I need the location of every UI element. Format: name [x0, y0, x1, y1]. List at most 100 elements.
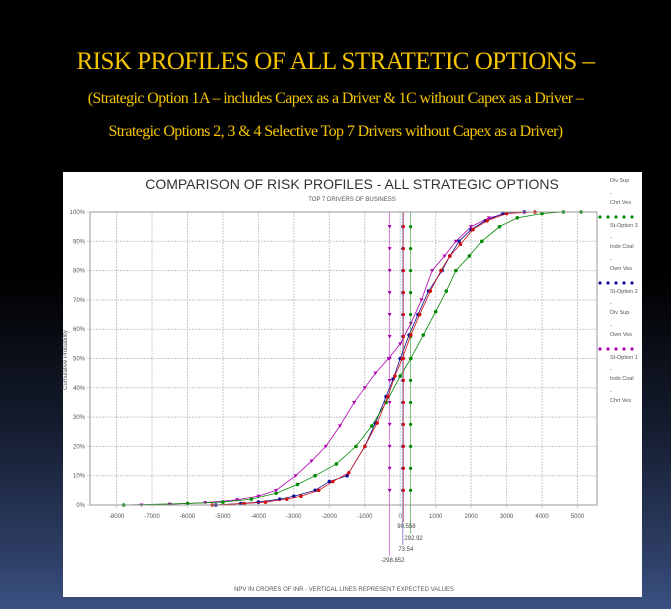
legend-label: - — [610, 191, 612, 197]
x-tick-label: -1000 — [357, 514, 373, 520]
data-point — [515, 216, 520, 220]
expected-line-marker — [387, 378, 392, 383]
slide-subtitle-line1: (Strategic Option 1A – includes Capex as… — [87, 90, 584, 107]
data-point — [393, 374, 397, 378]
data-point — [354, 444, 358, 449]
legend-marker — [606, 215, 610, 219]
data-point — [334, 462, 339, 466]
legend-entry: - — [610, 323, 612, 329]
x-tick-label: 1000 — [429, 514, 443, 520]
expected-line-marker — [401, 334, 406, 339]
data-point — [471, 227, 475, 232]
data-point — [167, 502, 172, 507]
data-point — [345, 473, 349, 478]
data-point — [221, 500, 225, 504]
data-point — [430, 269, 435, 273]
legend-label: Chrt Ves — [610, 200, 631, 206]
legend-label: Own Ves — [610, 266, 632, 272]
x-tick-label: 3000 — [500, 514, 514, 520]
expected-line-marker — [409, 488, 413, 492]
data-point — [428, 289, 433, 293]
legend-entry: Own Ves — [610, 332, 632, 338]
expected-line-marker — [409, 400, 413, 405]
expected-line-marker — [387, 400, 392, 405]
legend-entry: St-Option 1 — [598, 347, 638, 361]
expected-line-marker — [409, 378, 413, 383]
y-tick-label: 100% — [70, 210, 86, 216]
slide-title: RISK PROFILES OF ALL STRATETIC OPTIONS – — [76, 48, 595, 75]
expected-line-marker — [409, 444, 413, 448]
data-point — [274, 488, 279, 493]
x-tick-label: -2000 — [322, 514, 338, 520]
legend-label: St-Option 2 — [610, 289, 638, 295]
expected-line-marker — [409, 466, 413, 470]
expected-line-marker — [401, 290, 406, 295]
expected-line-marker — [401, 247, 406, 251]
data-point — [249, 497, 254, 501]
expected-line-marker — [387, 357, 392, 361]
legend-label: Div Sup — [610, 310, 629, 316]
legend-label: - — [610, 235, 612, 241]
y-axis-label: Cumulative Probability — [63, 330, 69, 390]
expected-line-marker — [401, 400, 406, 405]
data-point — [373, 371, 378, 376]
x-tick-label: -6000 — [180, 514, 196, 520]
data-point — [398, 342, 403, 346]
legend-entry: - — [610, 257, 612, 263]
x-tick-label: 5000 — [571, 514, 585, 520]
legend-marker — [614, 347, 618, 351]
data-point — [485, 218, 489, 223]
chart-panel — [63, 172, 642, 597]
legend-label: Indo Coal — [610, 244, 634, 250]
data-point — [467, 254, 472, 258]
data-point — [235, 498, 240, 502]
legend-label: Own Ves — [610, 332, 632, 338]
expected-line-marker — [401, 378, 406, 383]
expected-line-marker — [401, 444, 406, 448]
data-point — [347, 470, 351, 475]
legend-entry: Chrt Ves — [610, 398, 631, 404]
series-line — [123, 211, 582, 506]
data-point — [497, 224, 502, 229]
data-point — [337, 424, 342, 428]
data-point — [409, 333, 413, 337]
expected-line-marker — [401, 466, 406, 470]
legend-entry: St-Option 3 — [598, 215, 638, 229]
data-point — [316, 488, 321, 493]
series-line — [141, 211, 525, 506]
legend-label: - — [610, 301, 612, 307]
x-axis-label: NPV IN CRORES OF INR - VERTICAL LINES RE… — [234, 587, 454, 593]
legend-label: St-Option 1 — [610, 355, 638, 361]
y-tick-label: 50% — [73, 357, 86, 363]
legend-entry: Chrt Ves — [610, 200, 631, 206]
slide-subtitle-line2: Strategic Options 2, 3 & 4 Selective Top… — [108, 123, 563, 140]
expected-line-marker — [409, 356, 413, 361]
data-point — [274, 491, 278, 496]
legend-entry: St-Option 2 — [598, 281, 638, 295]
expected-line-marker — [387, 422, 392, 427]
expected-line-marker — [401, 269, 406, 273]
y-tick-label: 0% — [76, 503, 85, 509]
expected-line-marker — [387, 444, 392, 449]
legend-entry: - — [610, 191, 612, 197]
expected-line-marker — [387, 466, 392, 471]
expected-line-marker — [401, 225, 406, 229]
y-tick-label: 40% — [73, 386, 86, 392]
data-point — [375, 421, 379, 425]
data-point — [309, 459, 314, 464]
legend-marker — [598, 215, 602, 219]
data-point — [256, 500, 261, 504]
legend-label: - — [610, 389, 612, 395]
data-point — [263, 500, 268, 504]
legend-entry: Div Sup — [610, 310, 629, 316]
legend-entry: - — [610, 389, 612, 395]
data-point — [504, 211, 509, 216]
legend-marker — [630, 281, 634, 285]
x-tick-label: 4000 — [535, 514, 549, 520]
legend-marker — [630, 215, 634, 219]
data-point — [454, 268, 458, 273]
expected-line-marker — [387, 247, 392, 251]
legend-entry: - — [610, 301, 612, 307]
expected-line-marker — [387, 225, 392, 229]
